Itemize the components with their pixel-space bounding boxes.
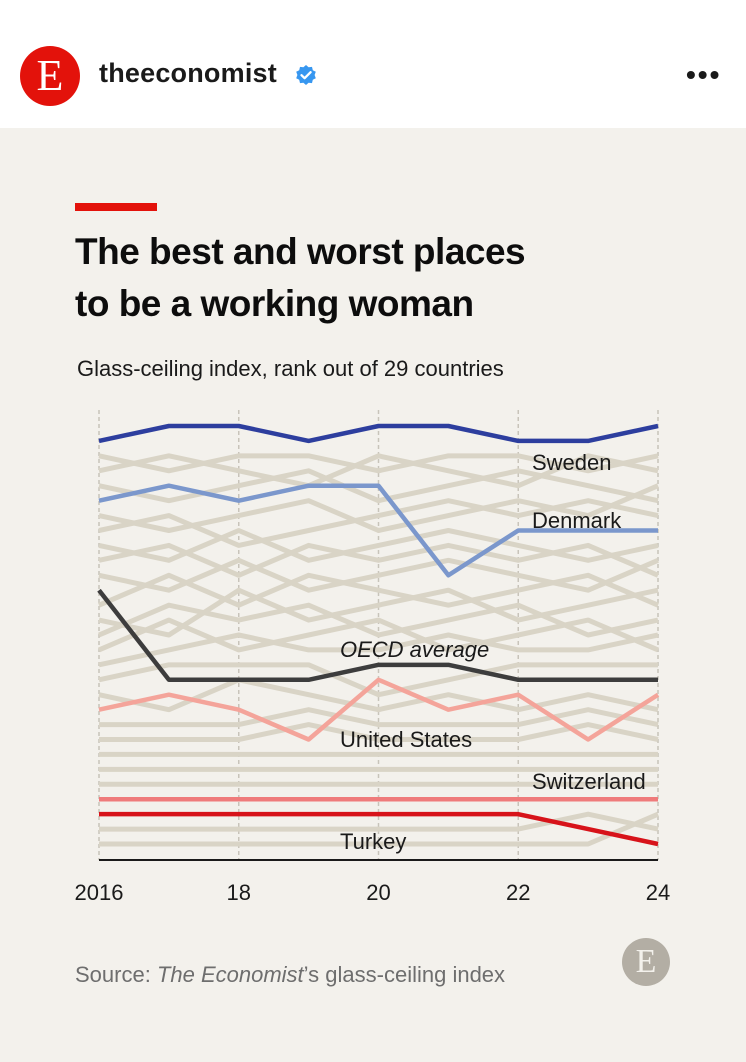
series-label-turkey: Turkey [340, 829, 406, 854]
account-username[interactable]: theeconomist [99, 58, 277, 88]
red-rule [75, 203, 157, 211]
background-series-line [98, 468, 659, 504]
series-label-denmark: Denmark [532, 508, 622, 533]
series-line-oecd-average [97, 588, 658, 683]
background-series-line [98, 557, 659, 593]
series-line-denmark [98, 483, 658, 578]
background-series-line [98, 662, 658, 698]
background-series-line [98, 453, 659, 489]
x-tick-label: 20 [366, 880, 390, 905]
economist-logo: E [622, 938, 670, 986]
series-label-united-states: United States [340, 727, 472, 752]
series-label-oecd-average: OECD average [340, 637, 489, 662]
source-note: Source: The Economist’s glass-ceiling in… [75, 962, 505, 988]
avatar[interactable]: E [20, 46, 80, 106]
more-options-icon[interactable]: ••• [686, 59, 722, 90]
series-line-united-states [98, 677, 660, 742]
line-chart: Sweden Denmark OECD average United States Sw… [75, 410, 670, 905]
post-header: E theeconomist ••• [0, 0, 746, 128]
background-series-line [98, 572, 659, 608]
background-series-line [98, 528, 659, 563]
verified-badge-icon [296, 65, 316, 85]
x-tick-label: 22 [506, 880, 530, 905]
background-series-line [99, 811, 659, 832]
background-series-line [99, 707, 659, 728]
background-series-line [99, 722, 659, 742]
source-publication: The Economist [156, 962, 304, 987]
background-series-line [98, 542, 659, 578]
background-series-line [98, 617, 659, 653]
series-line-turkey [99, 811, 659, 847]
source-prefix: Source: [75, 962, 157, 987]
background-series-line [98, 632, 659, 668]
series-line-sweden [98, 423, 659, 444]
source-suffix: ’s glass-ceiling index [303, 962, 506, 987]
chart-title: The best and worst places to be a workin… [75, 226, 675, 330]
series-label-switzerland: Switzerland [532, 769, 646, 794]
chart-subtitle: Glass-ceiling index, rank out of 29 coun… [77, 356, 504, 381]
x-tick-label: 24 [646, 880, 670, 905]
background-series-line [98, 587, 659, 638]
series-label-sweden: Sweden [532, 450, 612, 475]
x-tick-label: 2016 [75, 880, 124, 905]
background-series-line [99, 811, 659, 847]
x-tick-label: 18 [227, 880, 251, 905]
chart-title-line-2: to be a working woman [75, 283, 474, 324]
chart-title-line-1: The best and worst places [75, 231, 526, 272]
background-series-line [98, 498, 659, 548]
